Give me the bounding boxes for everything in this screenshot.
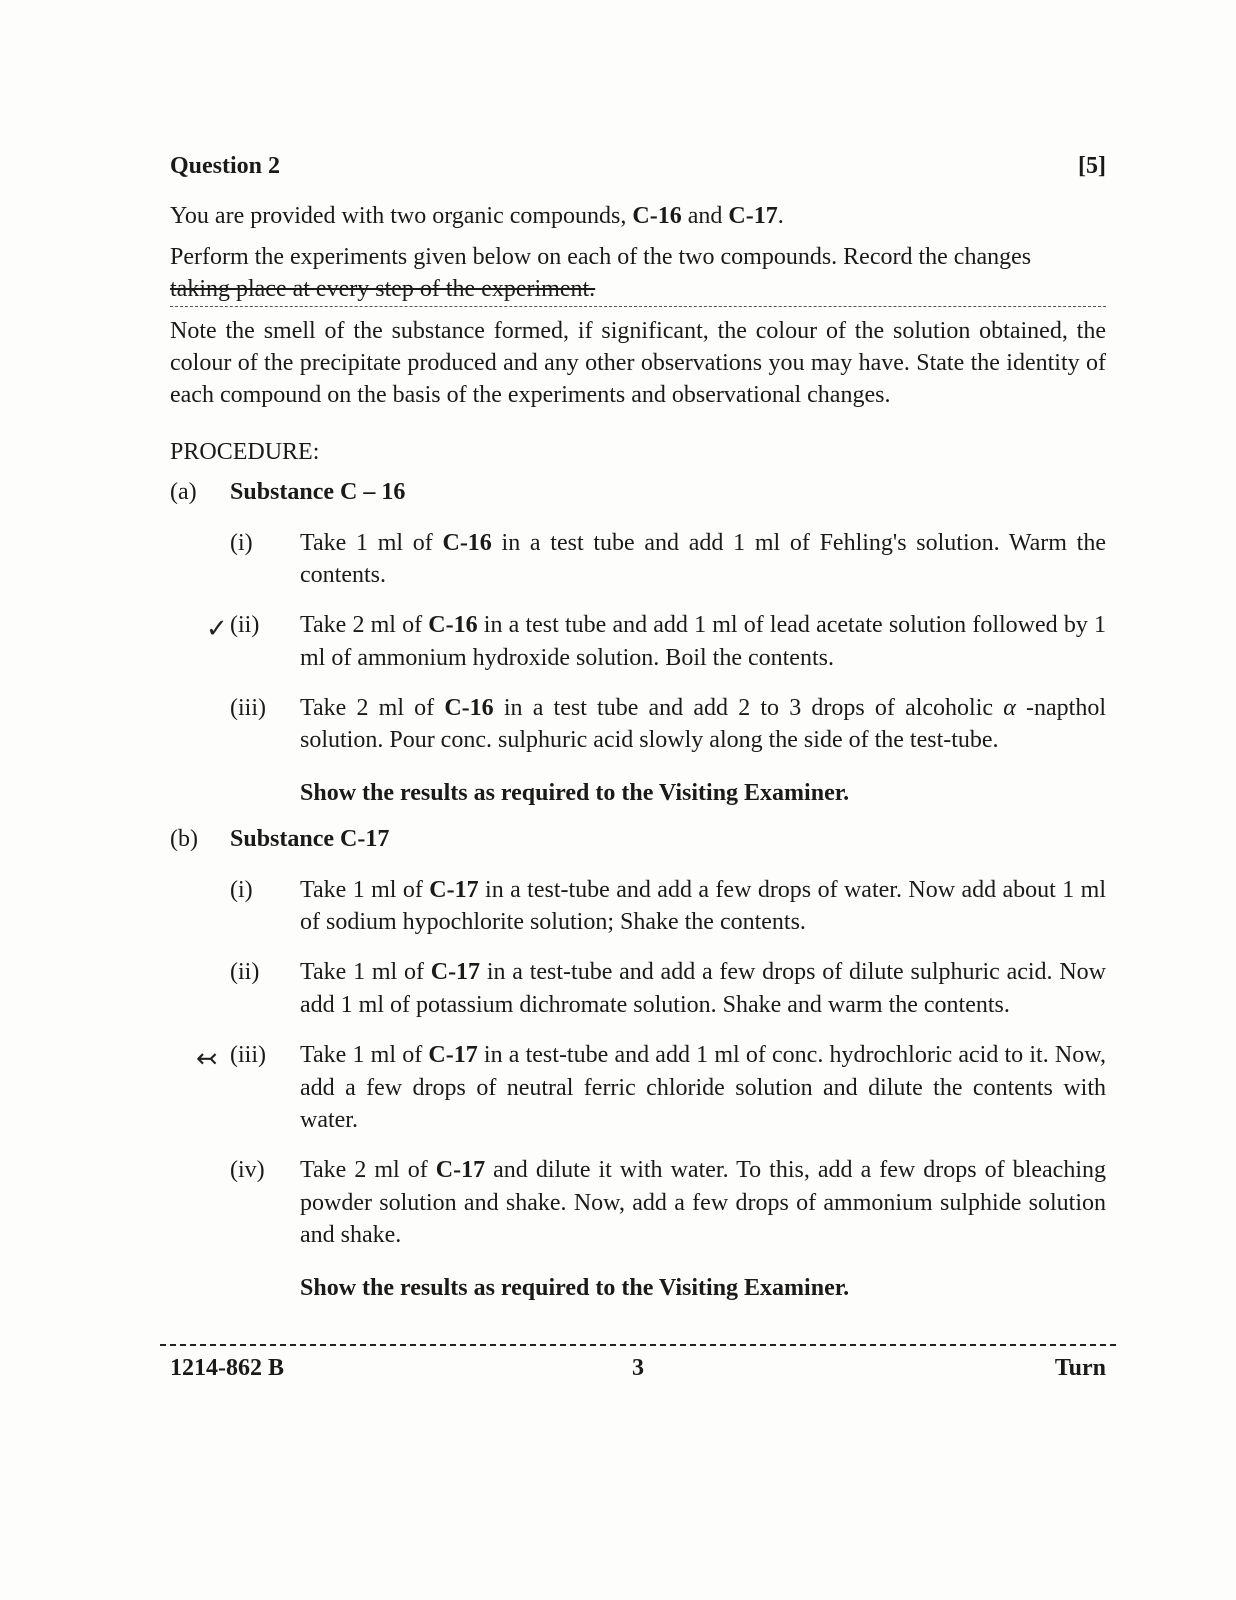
b-i-label: (i): [230, 874, 300, 939]
question-header: Question 2 [5]: [170, 150, 1106, 182]
b-i-body: Take 1 ml of C-17 in a test-tube and add…: [300, 874, 1106, 939]
part-a: (a) Substance C – 16: [170, 476, 1106, 508]
b-iv: (iv) Take 2 ml of C-17 and dilute it wit…: [230, 1154, 1106, 1251]
a-i-body: Take 1 ml of C-16 in a test tube and add…: [300, 527, 1106, 592]
handwritten-mark-icon: ↢: [196, 1041, 218, 1076]
a-i-label: (i): [230, 527, 300, 592]
procedure-heading: PROCEDURE:: [170, 436, 1106, 468]
compound-c17: C-17: [728, 203, 777, 229]
text: Take 1 ml of: [300, 959, 431, 985]
turn-over: Turn: [1055, 1352, 1106, 1384]
part-a-label: (a): [170, 476, 230, 508]
text: .: [778, 203, 784, 229]
b-iii: ↢ (iii) Take 1 ml of C-17 in a test-tube…: [230, 1039, 1106, 1136]
alpha-symbol: α: [1003, 695, 1016, 721]
compound: C-16: [442, 530, 491, 556]
paper-code: 1214-862 B: [170, 1352, 284, 1384]
b-iii-label: (iii): [230, 1039, 300, 1136]
page-footer: 1214-862 B 3 Turn: [170, 1352, 1106, 1384]
a-iii-label: (iii): [230, 692, 300, 757]
intro-p2: Perform the experiments given below on e…: [170, 241, 1106, 307]
compound: C-16: [428, 612, 477, 638]
text: Take 2 ml of: [300, 1157, 436, 1183]
b-ii-body: Take 1 ml of C-17 in a test-tube and add…: [300, 956, 1106, 1021]
page-number: 3: [632, 1352, 644, 1384]
intro-block: You are provided with two organic compou…: [170, 200, 1106, 411]
part-b-title: Substance C-17: [230, 823, 389, 855]
part-a-title: Substance C – 16: [230, 476, 405, 508]
text: Take 1 ml of: [300, 877, 429, 903]
compound: C-16: [444, 695, 493, 721]
a-ii: ✓ (ii) Take 2 ml of C-16 in a test tube …: [230, 609, 1106, 674]
b-iii-body: Take 1 ml of C-17 in a test-tube and add…: [300, 1039, 1106, 1136]
text: and: [682, 203, 729, 229]
intro-p1: You are provided with two organic compou…: [170, 200, 1106, 232]
compound: C-17: [436, 1157, 485, 1183]
intro-p3: Note the smell of the substance formed, …: [170, 315, 1106, 412]
b-ii-label: (ii): [230, 956, 300, 1021]
part-b-items: (i) Take 1 ml of C-17 in a test-tube and…: [170, 874, 1106, 1304]
exam-page: Question 2 [5] You are provided with two…: [0, 0, 1236, 1600]
compound-c16: C-16: [632, 203, 681, 229]
a-ii-body: Take 2 ml of C-16 in a test tube and add…: [300, 609, 1106, 674]
a-iii-body: Take 2 ml of C-16 in a test tube and add…: [300, 692, 1106, 757]
b-iv-label: (iv): [230, 1154, 300, 1251]
text: in a test tube and add 2 to 3 drops of a…: [494, 695, 1004, 721]
compound: C-17: [431, 959, 480, 985]
question-label: Question 2: [170, 150, 280, 182]
text: Take 1 ml of: [300, 530, 442, 556]
part-b: (b) Substance C-17: [170, 823, 1106, 855]
compound: C-17: [429, 877, 478, 903]
a-iii: (iii) Take 2 ml of C-16 in a test tube a…: [230, 692, 1106, 757]
b-ii: (ii) Take 1 ml of C-17 in a test-tube an…: [230, 956, 1106, 1021]
text: You are provided with two organic compou…: [170, 203, 632, 229]
handwritten-mark-icon: ✓: [206, 611, 228, 646]
compound: C-17: [428, 1042, 477, 1068]
text: Take 2 ml of: [300, 612, 428, 638]
b-i: (i) Take 1 ml of C-17 in a test-tube and…: [230, 874, 1106, 939]
struck-text: taking place at every step of the experi…: [170, 273, 1106, 306]
part-a-items: (i) Take 1 ml of C-16 in a test tube and…: [170, 527, 1106, 810]
a-ii-label: (ii): [230, 609, 300, 674]
a-show-results: Show the results as required to the Visi…: [230, 777, 1106, 809]
b-iv-body: Take 2 ml of C-17 and dilute it with wat…: [300, 1154, 1106, 1251]
text: Take 2 ml of: [300, 695, 444, 721]
text: Take 1 ml of: [300, 1042, 428, 1068]
text: Perform the experiments given below on e…: [170, 244, 1031, 270]
a-i: (i) Take 1 ml of C-16 in a test tube and…: [230, 527, 1106, 592]
question-marks: [5]: [1078, 150, 1106, 182]
b-show-results: Show the results as required to the Visi…: [230, 1272, 1106, 1304]
dashed-separator: [160, 1344, 1116, 1346]
part-b-label: (b): [170, 823, 230, 855]
